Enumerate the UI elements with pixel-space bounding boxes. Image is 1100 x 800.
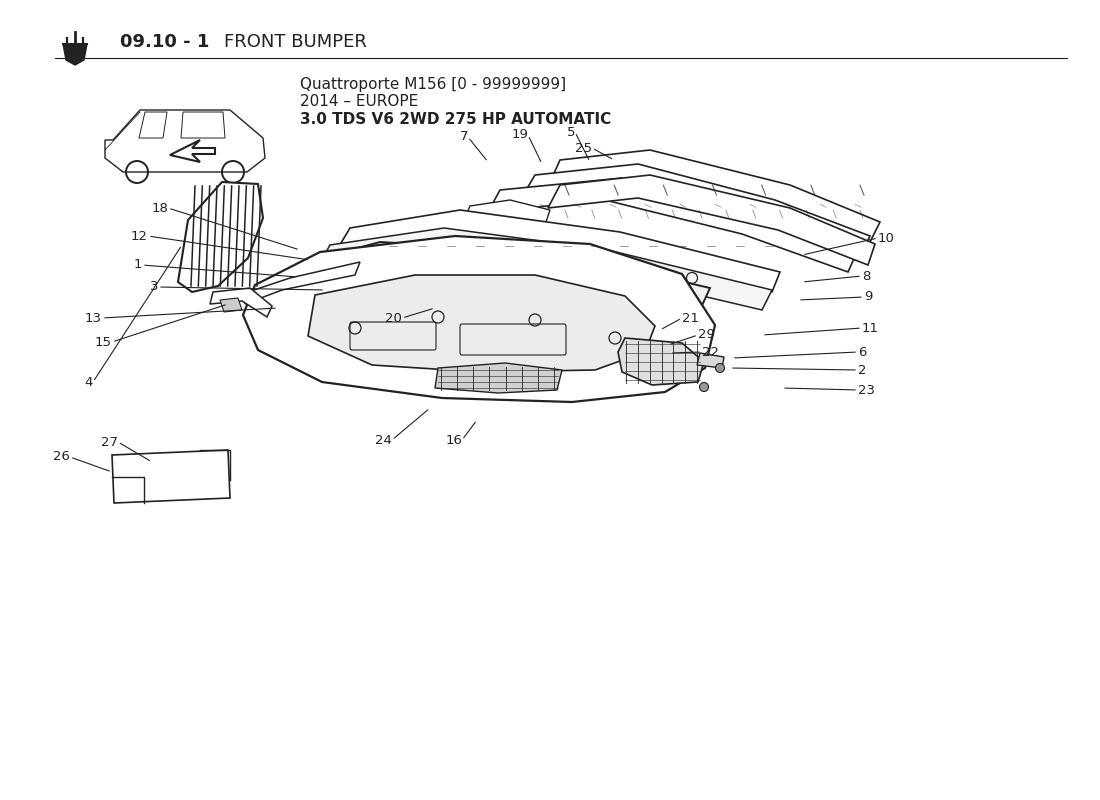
Text: 5: 5 (566, 126, 575, 138)
Polygon shape (434, 363, 562, 393)
Text: 19: 19 (512, 129, 528, 142)
Text: 09.10 - 1: 09.10 - 1 (120, 33, 209, 51)
Text: 9: 9 (864, 290, 872, 303)
Text: 18: 18 (151, 202, 168, 214)
Polygon shape (488, 178, 858, 272)
Text: 13: 13 (85, 311, 102, 325)
Polygon shape (462, 200, 550, 228)
Text: 15: 15 (95, 335, 112, 349)
Text: 25: 25 (575, 142, 592, 154)
Polygon shape (548, 175, 874, 265)
Text: 22: 22 (702, 346, 719, 358)
Text: 8: 8 (862, 270, 870, 282)
Text: 6: 6 (858, 346, 867, 358)
Polygon shape (550, 150, 880, 242)
Polygon shape (178, 182, 263, 292)
Text: Quattroporte M156 [0 - 99999999]: Quattroporte M156 [0 - 99999999] (300, 78, 566, 93)
Polygon shape (283, 242, 710, 310)
Text: 21: 21 (682, 311, 698, 325)
Text: 20: 20 (385, 311, 402, 325)
Polygon shape (210, 288, 272, 317)
Polygon shape (522, 164, 870, 256)
Text: FRONT BUMPER: FRONT BUMPER (224, 33, 367, 51)
Text: 27: 27 (101, 435, 118, 449)
Polygon shape (245, 262, 360, 304)
Text: 3.0 TDS V6 2WD 275 HP AUTOMATIC: 3.0 TDS V6 2WD 275 HP AUTOMATIC (300, 111, 612, 126)
Text: 7: 7 (460, 130, 467, 143)
Polygon shape (308, 275, 654, 372)
Text: 23: 23 (858, 383, 874, 397)
Text: 3: 3 (150, 281, 158, 294)
Polygon shape (112, 450, 230, 503)
Text: 29: 29 (698, 329, 715, 342)
Text: 4: 4 (85, 375, 94, 389)
Polygon shape (338, 210, 780, 292)
Text: 2014 – EUROPE: 2014 – EUROPE (300, 94, 418, 110)
Polygon shape (170, 140, 214, 162)
Circle shape (700, 382, 708, 391)
Text: 1: 1 (133, 258, 142, 271)
Polygon shape (697, 353, 724, 368)
Text: 26: 26 (53, 450, 70, 463)
Text: 16: 16 (446, 434, 462, 446)
Polygon shape (243, 236, 715, 402)
Text: 2: 2 (858, 363, 867, 377)
Text: 10: 10 (878, 231, 895, 245)
Polygon shape (618, 338, 704, 385)
Polygon shape (220, 298, 242, 312)
Polygon shape (318, 228, 772, 310)
Text: 24: 24 (375, 434, 392, 446)
Text: 11: 11 (862, 322, 879, 334)
Polygon shape (63, 44, 87, 65)
Circle shape (715, 363, 725, 373)
Text: 12: 12 (131, 230, 149, 242)
